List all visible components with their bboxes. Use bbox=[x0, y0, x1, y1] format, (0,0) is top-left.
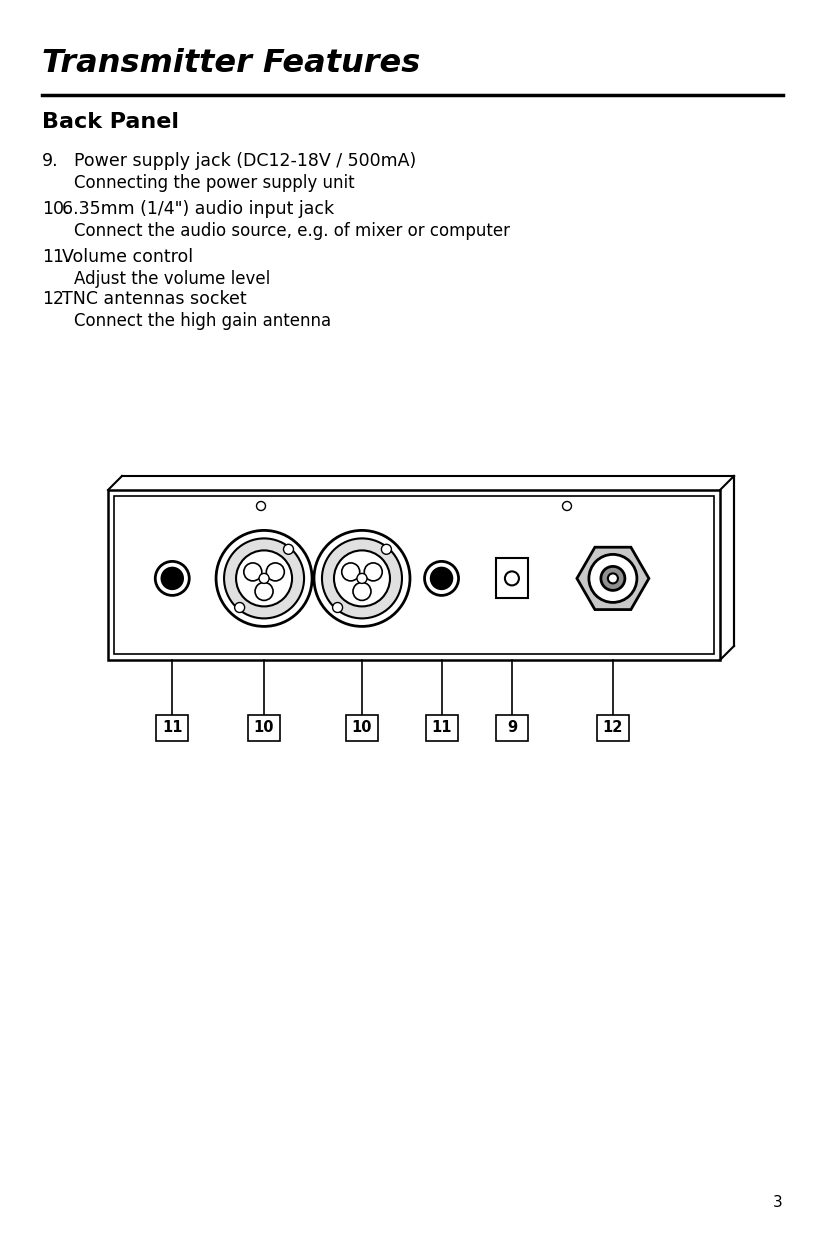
Circle shape bbox=[425, 561, 459, 596]
Polygon shape bbox=[496, 715, 528, 741]
Circle shape bbox=[266, 563, 285, 581]
Text: 11: 11 bbox=[431, 721, 452, 736]
Text: 6.35mm (1/4") audio input jack: 6.35mm (1/4") audio input jack bbox=[62, 199, 334, 218]
Circle shape bbox=[334, 550, 390, 606]
Polygon shape bbox=[156, 715, 188, 741]
Circle shape bbox=[505, 571, 519, 585]
Circle shape bbox=[608, 574, 618, 584]
Text: Back Panel: Back Panel bbox=[42, 112, 179, 133]
Polygon shape bbox=[496, 559, 528, 598]
Text: 9: 9 bbox=[507, 721, 517, 736]
Text: 12: 12 bbox=[603, 721, 623, 736]
Text: Power supply jack (DC12-18V / 500mA): Power supply jack (DC12-18V / 500mA) bbox=[74, 152, 417, 170]
Polygon shape bbox=[248, 715, 280, 741]
Circle shape bbox=[234, 602, 245, 612]
Circle shape bbox=[381, 544, 391, 554]
Circle shape bbox=[365, 563, 382, 581]
Circle shape bbox=[342, 563, 360, 581]
Circle shape bbox=[357, 574, 367, 584]
Text: Connecting the power supply unit: Connecting the power supply unit bbox=[74, 173, 355, 192]
Polygon shape bbox=[114, 496, 714, 654]
Polygon shape bbox=[597, 715, 629, 741]
Text: 12.: 12. bbox=[42, 290, 69, 309]
Circle shape bbox=[563, 502, 572, 510]
Circle shape bbox=[589, 554, 637, 602]
Circle shape bbox=[353, 582, 371, 601]
Circle shape bbox=[332, 602, 342, 612]
Text: 11.: 11. bbox=[42, 248, 69, 266]
Text: 11: 11 bbox=[162, 721, 182, 736]
Circle shape bbox=[224, 539, 304, 618]
Text: Adjust the volume level: Adjust the volume level bbox=[74, 270, 271, 287]
Circle shape bbox=[284, 544, 294, 554]
Circle shape bbox=[155, 561, 189, 596]
Circle shape bbox=[163, 569, 182, 589]
Text: 10: 10 bbox=[254, 721, 274, 736]
Circle shape bbox=[244, 563, 262, 581]
Text: Connect the audio source, e.g. of mixer or computer: Connect the audio source, e.g. of mixer … bbox=[74, 222, 510, 240]
Text: TNC antennas socket: TNC antennas socket bbox=[62, 290, 247, 309]
Circle shape bbox=[322, 539, 402, 618]
Text: Volume control: Volume control bbox=[62, 248, 193, 266]
Circle shape bbox=[236, 550, 292, 606]
Polygon shape bbox=[108, 489, 720, 660]
Circle shape bbox=[257, 502, 266, 510]
Text: 10: 10 bbox=[351, 721, 372, 736]
Circle shape bbox=[216, 530, 312, 627]
Polygon shape bbox=[426, 715, 458, 741]
Text: Connect the high gain antenna: Connect the high gain antenna bbox=[74, 312, 331, 330]
Circle shape bbox=[255, 582, 273, 601]
Circle shape bbox=[314, 530, 410, 627]
Text: 9.: 9. bbox=[42, 152, 59, 170]
Text: 3: 3 bbox=[773, 1194, 783, 1211]
Polygon shape bbox=[346, 715, 378, 741]
Polygon shape bbox=[577, 548, 649, 610]
Circle shape bbox=[431, 569, 451, 589]
Circle shape bbox=[259, 574, 269, 584]
Circle shape bbox=[601, 566, 625, 591]
Text: Transmitter Features: Transmitter Features bbox=[42, 48, 420, 79]
Text: 10.: 10. bbox=[42, 199, 69, 218]
